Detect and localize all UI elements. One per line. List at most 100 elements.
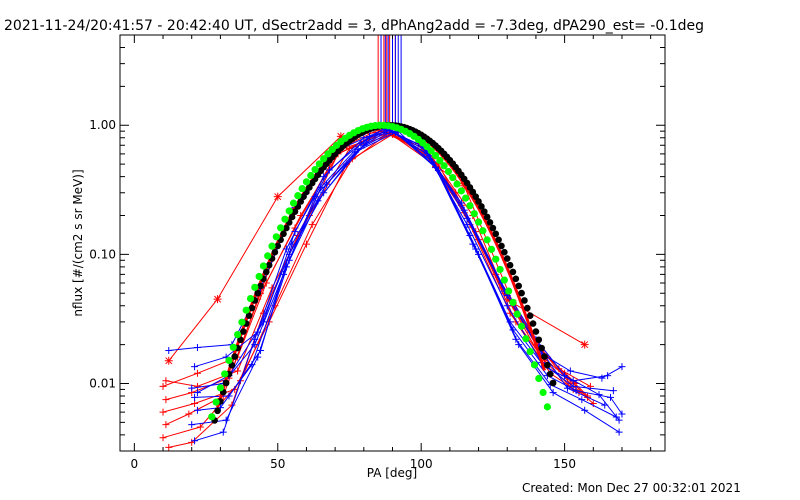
fit-point-black xyxy=(262,268,270,276)
fit-point-green xyxy=(535,374,543,383)
plus-marker xyxy=(185,410,193,418)
x-tick-label: 0 xyxy=(131,457,139,471)
fit-point-green xyxy=(212,398,220,406)
fit-point-green xyxy=(462,194,470,202)
plus-marker xyxy=(288,240,296,248)
plus-marker xyxy=(549,389,557,397)
plus-marker xyxy=(191,399,199,407)
x-tick-label: 150 xyxy=(553,457,576,471)
fit-point-green xyxy=(324,150,332,158)
y-tick-label: 0.10 xyxy=(89,247,116,261)
fit-point-green xyxy=(539,388,547,397)
plus-marker xyxy=(165,347,173,355)
plus-marker xyxy=(607,393,614,401)
fit-point-black xyxy=(483,213,491,221)
fit-point-black xyxy=(498,242,505,250)
fit-point-black xyxy=(529,320,537,327)
fit-point-black xyxy=(544,361,551,369)
plus-marker xyxy=(563,384,571,392)
fit-point-green xyxy=(505,287,513,295)
fit-point-green xyxy=(449,173,457,182)
fit-point-black xyxy=(546,370,554,378)
plus-marker xyxy=(604,372,612,380)
fit-point-black xyxy=(495,236,502,244)
fit-point-green xyxy=(496,265,504,274)
plus-marker xyxy=(193,382,201,390)
y-tick-label: 0.01 xyxy=(89,376,116,390)
fit-point-black xyxy=(265,261,273,269)
fit-point-green xyxy=(311,165,319,174)
fit-point-green xyxy=(483,236,491,244)
x-tick-label: 100 xyxy=(410,457,433,471)
plus-marker xyxy=(196,423,204,431)
plus-marker xyxy=(609,387,617,395)
fit-point-green xyxy=(255,272,263,281)
plus-marker xyxy=(581,406,589,414)
plus-marker xyxy=(219,428,227,436)
chart-title: 2021-11-24/20:41:57 - 20:42:40 UT, dSect… xyxy=(4,18,705,34)
fit-point-black xyxy=(486,219,494,226)
fit-point-green xyxy=(285,207,293,215)
star-marker xyxy=(164,356,173,365)
fit-point-black xyxy=(549,379,557,387)
fit-point-green xyxy=(436,156,444,165)
plus-marker xyxy=(191,393,199,401)
fit-point-black xyxy=(472,193,479,200)
fit-point-black xyxy=(515,282,523,290)
plus-marker xyxy=(254,353,262,361)
plus-marker xyxy=(463,221,471,229)
fit-point-green xyxy=(522,335,530,343)
fit-point-black xyxy=(254,289,261,297)
plus-marker xyxy=(162,421,170,429)
fit-point-green xyxy=(513,310,521,318)
fit-point-black xyxy=(237,336,244,344)
plus-marker xyxy=(302,240,310,248)
fit-point-green xyxy=(509,298,517,307)
fit-point-green xyxy=(466,202,474,210)
marker-stroke xyxy=(581,341,589,349)
fit-point-green xyxy=(453,180,461,188)
plus-marker xyxy=(561,372,569,380)
plus-marker xyxy=(191,363,199,371)
fit-point-black xyxy=(297,198,305,205)
fit-point-green xyxy=(444,167,453,176)
plus-marker xyxy=(162,396,170,404)
marker-stroke xyxy=(337,132,345,140)
fit-point-green xyxy=(500,276,508,284)
fit-point-black xyxy=(214,407,221,415)
fit-point-green xyxy=(225,356,233,365)
plus-marker xyxy=(291,228,299,236)
axes: 0 50 100 150 1.00 0.10 0.01 xyxy=(89,34,665,471)
fit-point-green xyxy=(474,218,483,226)
fit-point-green xyxy=(264,252,272,260)
fit-curve-green xyxy=(208,121,551,421)
plus-marker xyxy=(503,302,511,310)
fit-point-black xyxy=(535,336,543,344)
fit-point-black xyxy=(248,304,256,312)
star-marker xyxy=(213,295,222,304)
fit-point-black xyxy=(245,312,253,320)
series-line-blue-1 xyxy=(168,127,623,379)
plus-marker xyxy=(159,382,167,390)
plot-area xyxy=(159,35,626,451)
fit-point-black xyxy=(509,268,517,276)
fit-point-green xyxy=(492,255,500,263)
plus-marker xyxy=(360,134,368,142)
fit-point-green xyxy=(229,343,237,351)
x-axis-label: PA [deg] xyxy=(367,466,417,480)
fit-point-black xyxy=(538,344,545,352)
plus-marker xyxy=(193,369,201,377)
fit-point-black xyxy=(291,208,299,215)
fit-point-black xyxy=(283,224,290,232)
fit-curve-black xyxy=(211,121,557,424)
plus-marker xyxy=(578,396,586,404)
plus-marker xyxy=(193,389,201,397)
marker-stroke xyxy=(165,357,173,365)
fit-point-green xyxy=(517,322,526,330)
fit-point-black xyxy=(512,275,520,283)
plus-marker xyxy=(188,438,196,446)
plus-marker xyxy=(615,416,623,424)
fit-point-black xyxy=(524,304,531,312)
series-line-red-7 xyxy=(165,132,577,387)
plus-marker xyxy=(325,166,333,174)
